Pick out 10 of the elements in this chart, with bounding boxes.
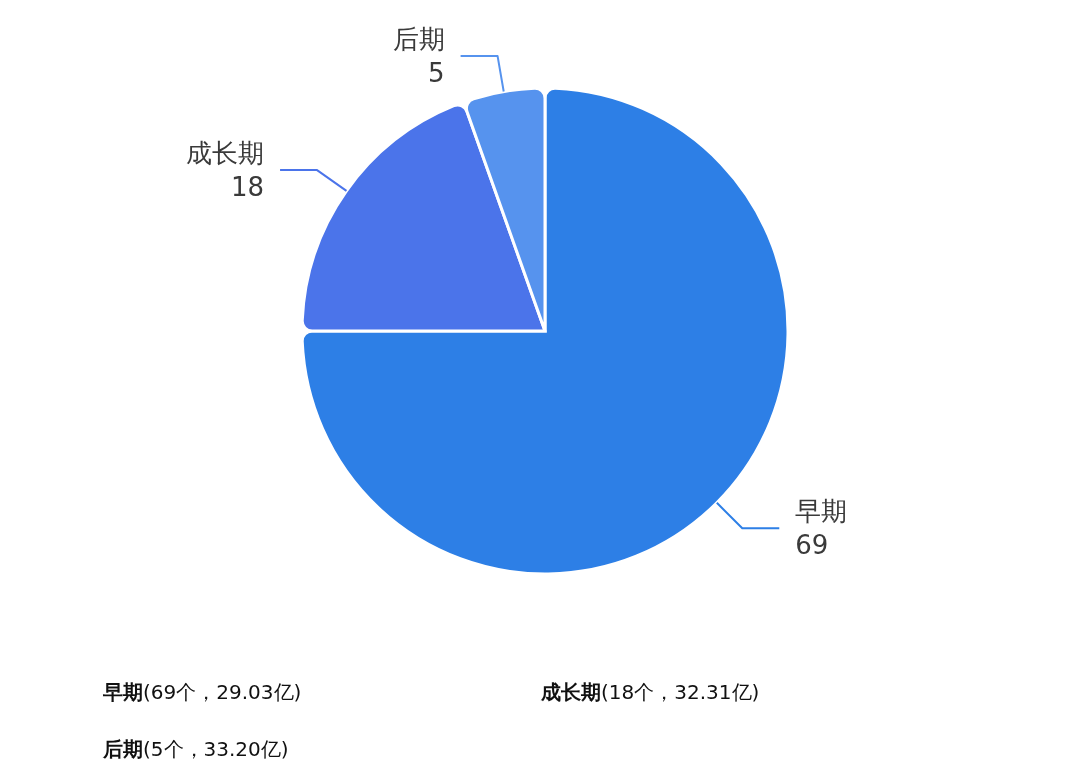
data-label: 18 bbox=[230, 172, 265, 203]
text: 后期(5个，33.20亿) bbox=[103, 737, 289, 761]
text: 成长期(18个，32.31亿) bbox=[541, 680, 760, 704]
slice-label: 后期 bbox=[392, 24, 445, 55]
pie-slice bbox=[300, 86, 790, 576]
slice-label: 成长期 bbox=[186, 138, 265, 169]
text: 早期(69个，29.03亿) bbox=[103, 680, 302, 704]
data-label: 5 bbox=[428, 58, 445, 89]
slice-label: 早期 bbox=[795, 496, 848, 527]
data-label: 69 bbox=[795, 530, 829, 561]
